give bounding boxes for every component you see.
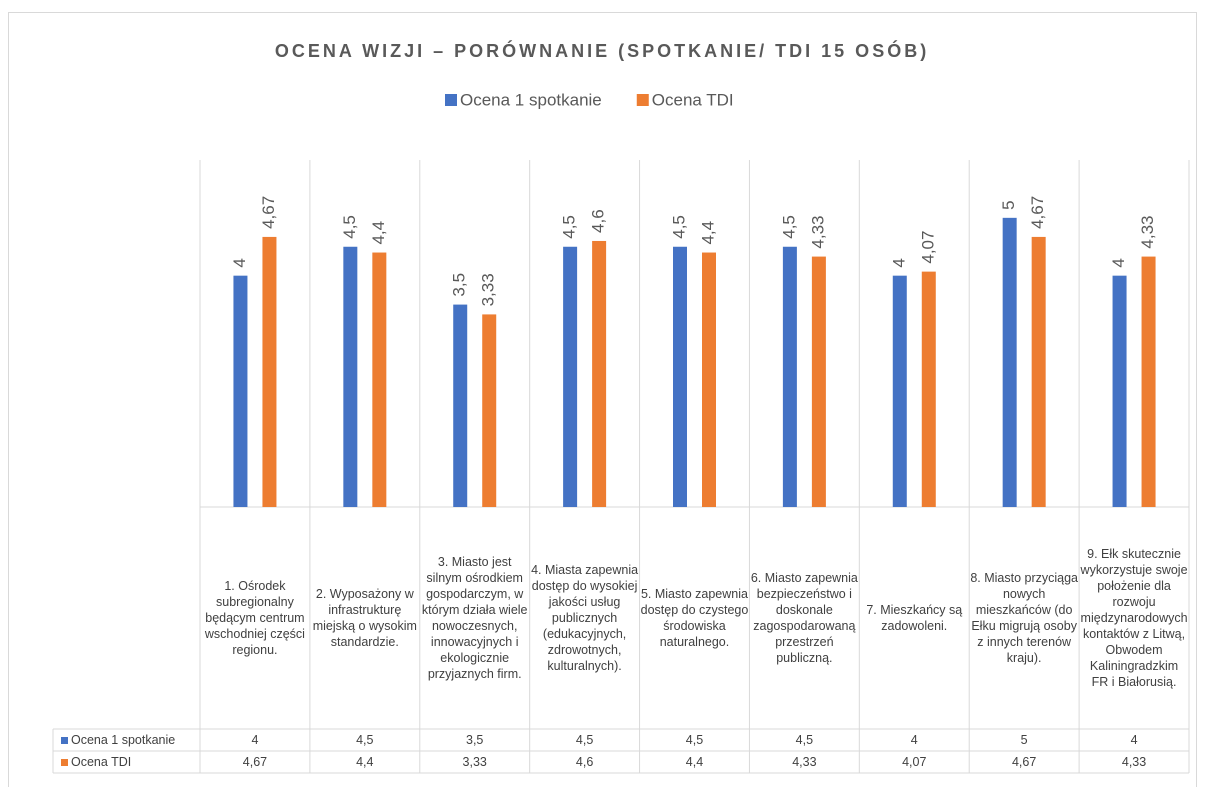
table-value: 4,5: [795, 733, 814, 747]
legend-swatch: [636, 94, 649, 106]
legend-swatch: [445, 94, 457, 106]
table-value: 4,07: [902, 755, 927, 769]
table-series-header: Ocena TDI: [53, 751, 200, 773]
data-label: 4,5: [669, 215, 688, 239]
category-label: 2. Wyposażony w infrastrukturę miejską o…: [312, 587, 417, 649]
legend-label: Ocena 1 spotkanie: [460, 90, 602, 109]
bar: [1002, 217, 1017, 508]
bar: [343, 246, 358, 507]
table-value: 4,5: [685, 733, 704, 747]
bar: [233, 275, 248, 507]
legend-label: Ocena TDI: [652, 90, 734, 109]
data-label: 4,07: [918, 231, 937, 264]
bar: [262, 236, 277, 507]
table-value: 5: [1020, 733, 1028, 747]
bar: [1141, 256, 1156, 507]
data-label: 3,5: [450, 273, 469, 297]
table-value: 4,4: [356, 755, 374, 769]
data-label: 4,4: [369, 221, 388, 245]
table-value: 4,5: [575, 733, 594, 747]
data-label: 4: [889, 258, 908, 267]
data-label: 4,67: [1028, 196, 1047, 229]
table-series-name: Ocena TDI: [71, 755, 132, 769]
category-label: 6. Miasto zapewnia bezpieczeństwo i dosk…: [750, 571, 858, 665]
bar: [892, 275, 907, 507]
data-label: 4,33: [808, 215, 827, 248]
bar: [1031, 236, 1046, 507]
bar: [482, 314, 497, 507]
bar: [592, 240, 607, 507]
bar: [782, 246, 797, 507]
data-label: 4,33: [1138, 215, 1157, 248]
data-label: 4: [230, 258, 249, 267]
data-label: 3,33: [479, 273, 498, 306]
table-value: 4,67: [1011, 755, 1037, 769]
table-value: 4,33: [792, 755, 817, 769]
category-label: 7. Mieszkańcy są zadowoleni.: [866, 603, 963, 633]
chart-title: OCENA WIZJI – PORÓWNANIE (SPOTKANIE/ TDI…: [275, 40, 929, 61]
table-swatch: [61, 736, 68, 744]
table-value: 3,33: [462, 755, 487, 769]
table-swatch: [61, 758, 68, 766]
bar: [1112, 275, 1127, 507]
data-label: 5: [999, 200, 1018, 209]
category-label: 8. Miasto przyciąga nowych mieszkańców (…: [970, 571, 1078, 665]
bar: [563, 246, 578, 507]
data-label: 4,67: [259, 196, 278, 229]
data-label: 4,4: [698, 221, 717, 245]
table-value: 4,67: [242, 755, 268, 769]
bar: [811, 256, 826, 507]
data-label: 4: [1109, 258, 1128, 267]
table-value: 4,33: [1121, 755, 1147, 769]
table-value: 4,6: [575, 755, 594, 769]
bar: [372, 252, 387, 507]
category-label: 5. Miasto zapewnia dostęp do czystego śr…: [640, 587, 749, 649]
category-label: 9. Ełk skutecznie wykorzystuje swoje poł…: [1080, 547, 1188, 689]
table-value: 4,4: [685, 755, 704, 769]
bar: [702, 252, 716, 507]
table-value: 4: [910, 733, 918, 747]
table-value: 3,5: [466, 733, 484, 747]
bar: [453, 304, 468, 507]
data-label: 4,5: [340, 215, 359, 239]
chart-border: [8, 12, 1197, 787]
category-label: 3. Miasto jest silnym ośrodkiem gospodar…: [421, 555, 528, 681]
data-label: 4,5: [779, 215, 798, 239]
table-series-name: Ocena 1 spotkanie: [71, 733, 176, 747]
data-label: 4,6: [589, 209, 608, 233]
data-label: 4,5: [560, 215, 579, 239]
table-value: 4: [1130, 733, 1138, 747]
category-label: 4. Miasta zapewnia dostęp do wysokiej ja…: [531, 563, 639, 673]
category-label: 1. Ośrodek subregionalny będącym centrum…: [204, 579, 305, 657]
bar: [921, 271, 936, 507]
table-value: 4,5: [356, 733, 374, 747]
bar: [673, 246, 687, 507]
table-series-header: Ocena 1 spotkanie: [53, 729, 200, 751]
table-value: 4: [251, 733, 259, 747]
